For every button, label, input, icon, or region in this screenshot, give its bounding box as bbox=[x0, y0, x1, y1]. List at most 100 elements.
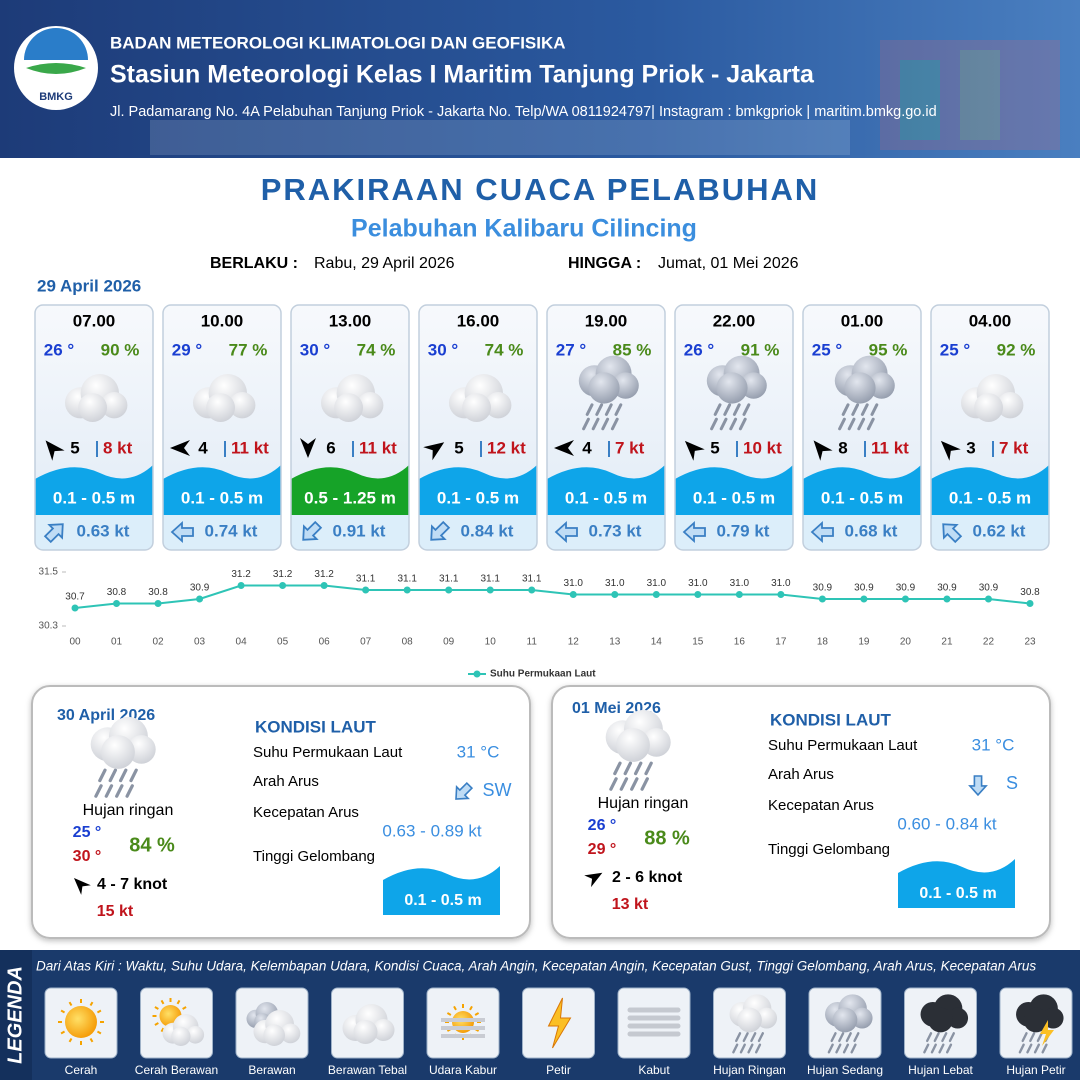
value-label: 31.2 bbox=[314, 569, 334, 580]
x-tick-label: 07 bbox=[360, 637, 372, 648]
condition: Hujan ringan bbox=[83, 802, 174, 819]
wave-height: 0.1 - 0.5 m bbox=[181, 488, 263, 507]
wind-speed: 5 bbox=[70, 438, 79, 457]
x-tick-label: 03 bbox=[194, 637, 206, 648]
cloud-icon bbox=[449, 374, 512, 422]
air-temp: 30 ° bbox=[300, 340, 331, 359]
rain-drop bbox=[104, 784, 114, 798]
x-tick-label: 18 bbox=[817, 637, 829, 648]
wave-shape bbox=[383, 866, 500, 915]
point bbox=[611, 591, 619, 598]
value-label: 31.1 bbox=[439, 574, 459, 585]
wave-height: 0.1 - 0.5 m bbox=[693, 488, 775, 507]
rain-drop bbox=[841, 403, 850, 416]
wind-arrow bbox=[170, 440, 190, 456]
legend-icon bbox=[152, 998, 205, 1046]
rain-drop bbox=[738, 417, 747, 431]
current-speed: 0.60 - 0.84 kt bbox=[897, 814, 997, 833]
rain-drop bbox=[623, 761, 633, 776]
rain-drop bbox=[732, 403, 741, 416]
cloud-part bbox=[1023, 1007, 1049, 1033]
temp-max: 30 ° bbox=[73, 848, 102, 865]
x-tick-label: 00 bbox=[69, 637, 81, 648]
current-dir: S bbox=[1006, 773, 1018, 793]
wind-arrow bbox=[554, 440, 574, 456]
rain-drop bbox=[742, 1032, 749, 1043]
header-decoration bbox=[150, 40, 1060, 155]
gust: 8 kt bbox=[103, 438, 133, 457]
current-arrow bbox=[810, 520, 834, 544]
sun-ray bbox=[60, 1030, 66, 1035]
cloud-part bbox=[485, 392, 512, 419]
wind-speed: 4 bbox=[582, 438, 592, 457]
x-tick-label: 09 bbox=[443, 637, 455, 648]
logo-shape bbox=[24, 28, 88, 60]
air-temp: 26 ° bbox=[44, 340, 75, 359]
rain-drop bbox=[838, 1032, 845, 1043]
valid-to-label: HINGGA : bbox=[568, 255, 641, 272]
time: 04.00 bbox=[969, 311, 1012, 330]
x-tick-label: 05 bbox=[277, 637, 289, 648]
condition: Hujan ringan bbox=[598, 795, 689, 812]
wave-height: 0.1 - 0.5 m bbox=[949, 488, 1031, 507]
humidity: 85 % bbox=[613, 340, 652, 359]
x-tick-label: 01 bbox=[111, 637, 123, 648]
point bbox=[901, 595, 909, 603]
rain-drop bbox=[613, 761, 622, 776]
legend-item-label: Petir bbox=[546, 1063, 571, 1077]
rain-drop bbox=[1033, 1043, 1041, 1054]
wave-shape bbox=[931, 465, 1049, 515]
rain-drop bbox=[739, 1043, 746, 1054]
legend-icon bbox=[246, 1002, 301, 1046]
value-label: 31.0 bbox=[688, 578, 708, 589]
rain-drop bbox=[595, 403, 604, 416]
point bbox=[279, 582, 287, 589]
rain-drop bbox=[98, 768, 107, 783]
cloud-part bbox=[716, 372, 748, 404]
sun-ray bbox=[160, 999, 165, 1005]
rain-drop bbox=[609, 777, 618, 791]
wave-height: 0.5 - 1.25 m bbox=[304, 488, 396, 507]
x-tick-label: 16 bbox=[734, 637, 746, 648]
value-label: 31.0 bbox=[647, 578, 667, 589]
rain-drop bbox=[941, 1032, 948, 1043]
legend-item-label: Kabut bbox=[638, 1063, 670, 1077]
x-tick-label: 15 bbox=[692, 637, 704, 648]
time: 01.00 bbox=[841, 311, 884, 330]
wave-height: 0.1 - 0.5 m bbox=[404, 892, 481, 909]
wind-speed: 3 bbox=[966, 438, 975, 457]
wave-height: 0.1 - 0.5 m bbox=[53, 488, 135, 507]
cloud-part bbox=[186, 1026, 205, 1044]
point bbox=[777, 591, 785, 598]
legend-box bbox=[617, 987, 691, 1059]
x-tick-label: 22 bbox=[983, 637, 995, 648]
x-tick-label: 14 bbox=[651, 637, 663, 648]
sst: 31 °C bbox=[972, 735, 1015, 754]
legend-item-label: Berawan bbox=[248, 1063, 295, 1077]
lightning bbox=[1040, 1020, 1054, 1046]
time: 19.00 bbox=[585, 311, 628, 330]
value-label: 30.8 bbox=[1020, 587, 1040, 598]
forecast-card: 25 ° 92 % 3 7 kt 0.1 - 0.5 m 0.62 kt bbox=[931, 305, 1049, 550]
x-tick-label: 10 bbox=[485, 637, 497, 648]
rain-drop bbox=[1036, 1032, 1043, 1043]
legend-icon bbox=[547, 997, 572, 1049]
point bbox=[818, 595, 826, 603]
time: 10.00 bbox=[201, 311, 244, 330]
legend-icon bbox=[1016, 994, 1064, 1054]
legend-icon bbox=[825, 994, 873, 1054]
current-speed: 0.74 kt bbox=[205, 521, 258, 540]
cloud-icon bbox=[253, 1010, 301, 1046]
wind-speed: 5 bbox=[454, 438, 463, 457]
value-label: 31.1 bbox=[356, 574, 376, 585]
cloud-part bbox=[206, 393, 235, 422]
legend-item-label: Udara Kabur bbox=[429, 1063, 497, 1077]
cloud-part bbox=[101, 392, 128, 419]
wave-label: Tinggi Gelombang bbox=[253, 848, 375, 865]
wind-speed: 4 - 7 knot bbox=[97, 876, 168, 893]
rain-drop bbox=[1029, 1032, 1036, 1043]
wind-arrow bbox=[300, 438, 316, 458]
cloud-part bbox=[171, 1026, 191, 1046]
rain-drop bbox=[713, 403, 722, 416]
dir-label: Arah Arus bbox=[253, 773, 319, 790]
